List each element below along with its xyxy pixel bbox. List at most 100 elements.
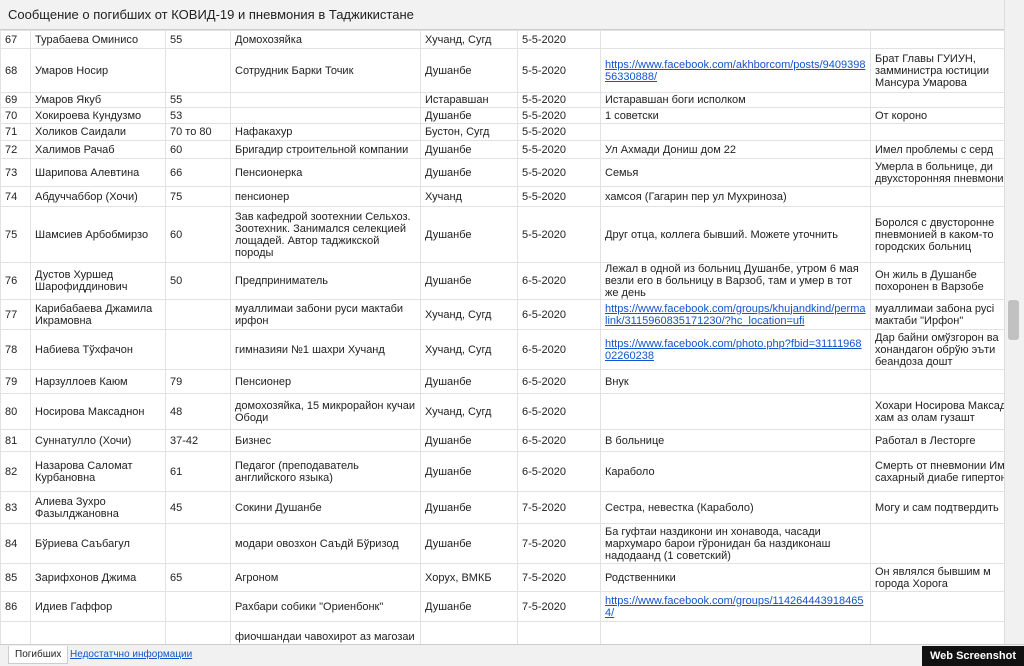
table-row: 79 Нарзуллоев Каюм 79 Пенсионер Душанбе 6-5-2… [0, 369, 1004, 394]
cell [165, 621, 231, 644]
cell: Умаров Якуб [30, 92, 166, 108]
cell: Душанбе [420, 262, 518, 300]
cell: Хучанд, Сугд [420, 299, 518, 330]
table-row: 78 Набиева Тўхфачон гимназияи №1 шахри Хуч… [0, 329, 1004, 370]
scroll-thumb[interactable] [1008, 300, 1019, 340]
cell: Хучанд, Сугд [420, 329, 518, 370]
cell: Семья [600, 158, 871, 187]
cell: 6-5-2020 [517, 262, 601, 300]
cell: Дар байни омўзгорон ва хонандагон обрўю … [870, 329, 1004, 370]
table-row: 85 Зарифхонов Джима 65 Агроном Хорух, ВМКБ 7-… [0, 563, 1004, 592]
cell: фиочшандаи чавохирот аз магозаи [230, 621, 421, 644]
cell: 6-5-2020 [517, 429, 601, 452]
cell: Турабаева Оминисо [30, 30, 166, 49]
cell: 81 [0, 429, 31, 452]
cell: Карибабаева Джамила Икрамовна [30, 299, 166, 330]
cell [517, 621, 601, 644]
cell: 83 [0, 491, 31, 524]
table-row: 76 Дустов Хуршед Шарофиддинович 50 Предприн… [0, 262, 1004, 300]
cell: Душанбе [420, 369, 518, 394]
link[interactable]: https://www.facebook.com/groups/11426444… [605, 594, 864, 619]
table-row: 72 Халимов Рачаб 60 Бригадир строительной к… [0, 140, 1004, 159]
cell: https://www.facebook.com/photo.php?fbid=… [600, 329, 871, 370]
cell: Нафакахур [230, 123, 421, 141]
cell: Педагог (преподаватель английского языка… [230, 451, 421, 492]
sheet-tabs: Погибших Недостатчно информации [0, 644, 1024, 666]
cell: гимназияи №1 шахри Хучанд [230, 329, 421, 370]
cell: Работал в Лесторге [870, 429, 1004, 452]
cell: муаллимаи забони руси мактаби ирфон [230, 299, 421, 330]
cell: Внук [600, 369, 871, 394]
cell: Ба гуфтаи наздикони ин хонавода, часади … [600, 523, 871, 564]
cell: Сестра, невестка (Караболо) [600, 491, 871, 524]
cell: хамсоя (Гагарин пер ул Мухриноза) [600, 186, 871, 207]
cell: 79 [165, 369, 231, 394]
cell: 66 [165, 158, 231, 187]
sheet-title: Сообщение о погибших от КОВИД-19 и пневм… [0, 0, 1004, 30]
cell: 1 советски [600, 107, 871, 124]
cell: 6-5-2020 [517, 393, 601, 430]
tab[interactable]: Недостатчно информации [70, 649, 193, 660]
cell [30, 621, 166, 644]
cell [600, 123, 871, 141]
link[interactable]: https://www.facebook.com/akhborcom/posts… [605, 58, 866, 83]
cell: 5-5-2020 [517, 158, 601, 187]
link[interactable]: https://www.facebook.com/groups/khujandk… [605, 302, 866, 327]
cell: 5-5-2020 [517, 186, 601, 207]
cell: 85 [0, 563, 31, 592]
table-row: фиочшандаи чавохирот аз магозаи [0, 621, 1004, 644]
cell: Бизнес [230, 429, 421, 452]
cell: 78 [0, 329, 31, 370]
cell: Умаров Носир [30, 48, 166, 93]
cell: 7-5-2020 [517, 491, 601, 524]
table-row: 83 Алиева Зухро Фазылджановна 45 Сокини Душ… [0, 491, 1004, 524]
cell: 72 [0, 140, 31, 159]
cell: Хорух, ВМКБ [420, 563, 518, 592]
cell: Носирова Максаднон [30, 393, 166, 430]
link[interactable]: https://www.facebook.com/photo.php?fbid=… [605, 337, 862, 362]
cell: 5-5-2020 [517, 123, 601, 141]
tab[interactable]: Погибших [8, 646, 69, 664]
table-row: 71 Холиков Саидали 70 то 80 Нафакахур Бустон… [0, 123, 1004, 141]
table-row: 69 Умаров Якуб 55 Истаравшан 5-5-2020 Истарав… [0, 92, 1004, 108]
cell: Истаравшан [420, 92, 518, 108]
cell [165, 48, 231, 93]
cell: Сокини Душанбе [230, 491, 421, 524]
cell [870, 30, 1004, 49]
cell: 55 [165, 92, 231, 108]
cell: Боролся с двусторонне пневмонией в каком… [870, 206, 1004, 263]
cell: 6-5-2020 [517, 369, 601, 394]
cell: Хокироева Кундузмо [30, 107, 166, 124]
cell: 7-5-2020 [517, 523, 601, 564]
cell: Рахбари собики "Ориенбонк" [230, 591, 421, 622]
table-row: 73 Шарипова Алевтина 66 Пенсионерка Душанбе 5… [0, 158, 1004, 187]
cell: Хучанд [420, 186, 518, 207]
cell: 53 [165, 107, 231, 124]
table-row: 68 Умаров Носир Сотрудник Барки Точик Душан… [0, 48, 1004, 93]
cell [600, 621, 871, 644]
cell: https://www.facebook.com/groups/11426444… [600, 591, 871, 622]
cell: 84 [0, 523, 31, 564]
cell: Хохари Носирова Максадчон хам аз олам гу… [870, 393, 1004, 430]
cell: Агроном [230, 563, 421, 592]
cell: Пенсионерка [230, 158, 421, 187]
cell [165, 329, 231, 370]
cell: 79 [0, 369, 31, 394]
cell: Шамсиев Арбобмирзо [30, 206, 166, 263]
cell: 80 [0, 393, 31, 430]
cell: 6-5-2020 [517, 329, 601, 370]
cell: https://www.facebook.com/akhborcom/posts… [600, 48, 871, 93]
cell: Брат Главы ГУИУН, замминистра юстиции Ма… [870, 48, 1004, 93]
cell: Халимов Рачаб [30, 140, 166, 159]
cell: 61 [165, 451, 231, 492]
cell: Смерть от пневмонии Имела сахарный диабе… [870, 451, 1004, 492]
cell: Душанбе [420, 591, 518, 622]
cell: Душанбе [420, 158, 518, 187]
cell: домохозяйка, 15 микрорайон кучаи Ободи [230, 393, 421, 430]
cell: Душанбе [420, 206, 518, 263]
cell: От короно [870, 107, 1004, 124]
cell [420, 621, 518, 644]
table-row: 86 Идиев Гаффор Рахбари собики "Ориенбонк"… [0, 591, 1004, 622]
cell: Назарова Саломат Курбановна [30, 451, 166, 492]
